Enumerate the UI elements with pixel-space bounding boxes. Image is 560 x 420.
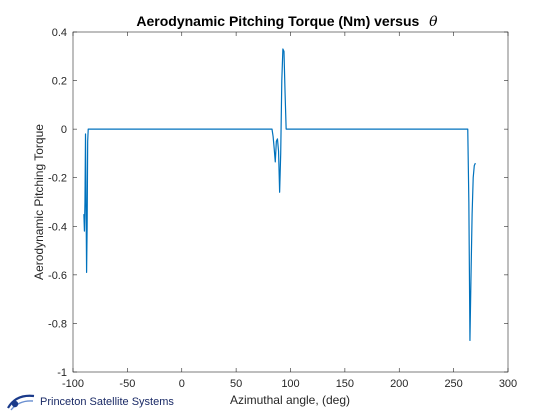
x-tick-label: 250	[444, 378, 462, 390]
y-tick-label: 0.2	[52, 76, 67, 88]
y-tick-label: -1	[57, 367, 67, 379]
y-tick-label: -0.8	[48, 318, 67, 330]
chart-title-text: Aerodynamic Pitching Torque (Nm) versus	[136, 13, 419, 29]
y-tick-label: -0.6	[48, 270, 67, 282]
x-tick-label: -50	[119, 378, 135, 390]
logo: Princeton Satellite Systems	[6, 392, 174, 412]
y-tick-label: 0.4	[52, 27, 67, 39]
series-line	[83, 48, 476, 342]
chart-title: Aerodynamic Pitching Torque (Nm) versus …	[136, 13, 438, 30]
y-tick-label: 0	[61, 124, 67, 136]
ticks-group: -100 -50 0 50 100 150 200 250 300 -1 -0.8 -0.6 -0.4 -…	[48, 27, 517, 390]
y-tick-label: -0.2	[48, 173, 67, 185]
plot-frame	[72, 31, 509, 373]
x-tick-label: 200	[390, 378, 408, 390]
x-tick-label: 0	[179, 378, 185, 390]
logo-text: Princeton Satellite Systems	[40, 396, 174, 408]
line-group	[83, 48, 476, 342]
x-tick-label: 150	[336, 378, 354, 390]
x-tick-label: 100	[281, 378, 299, 390]
x-tick-label: -100	[62, 378, 84, 390]
y-tick-label: -0.4	[48, 221, 67, 233]
x-tick-label: 300	[499, 378, 517, 390]
x-axis-label: Azimuthal angle, (deg)	[230, 393, 350, 407]
chart-title-symbol: θ	[429, 14, 438, 30]
x-tick-label: 50	[230, 378, 242, 390]
y-axis-label: Aerodynamic Pitching Torque	[32, 124, 46, 280]
plot-area	[73, 32, 508, 372]
satellite-logo-icon	[7, 394, 35, 411]
